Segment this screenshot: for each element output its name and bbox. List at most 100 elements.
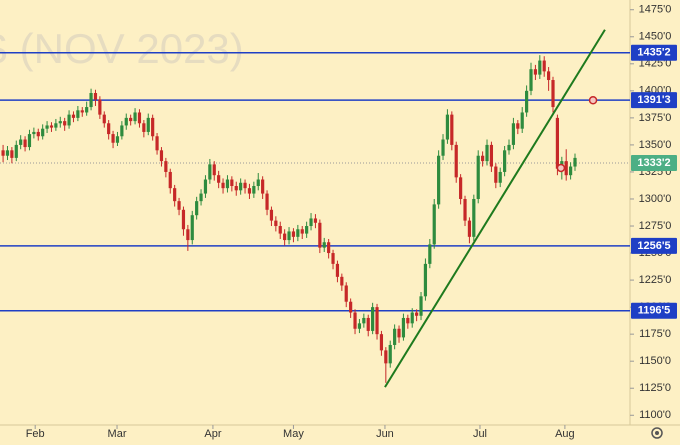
candle-body (120, 125, 124, 137)
candle-body (318, 222, 322, 248)
candle-body (503, 150, 507, 172)
candle-body (195, 201, 199, 216)
candle-body (252, 186, 256, 194)
candle-body (164, 161, 168, 172)
candle-body (124, 117, 128, 126)
candle-body (36, 131, 40, 137)
candle-body (507, 144, 511, 151)
candle-body (344, 285, 348, 302)
candle-body (256, 179, 260, 187)
candle-body (173, 188, 177, 202)
candle-body (287, 231, 291, 241)
candle-body (450, 114, 454, 145)
candle-body (362, 317, 366, 324)
level-label-box (631, 302, 677, 319)
candle-body (217, 175, 221, 183)
candle-body (529, 69, 533, 91)
candle-body (476, 155, 480, 199)
candle-body (80, 110, 84, 113)
candle-body (225, 179, 230, 189)
x-tick-label: May (283, 428, 304, 440)
y-tick-label: 1375'0 (639, 112, 672, 124)
candle-body (186, 229, 190, 241)
candle-body (14, 144, 18, 158)
candle-body (410, 312, 414, 324)
candle-body (375, 307, 379, 335)
x-tick-label: Aug (555, 428, 575, 440)
candle-body (107, 123, 111, 135)
candle-body (32, 131, 36, 135)
level-label-box (631, 237, 677, 254)
candle-body (76, 110, 80, 118)
marker (588, 95, 598, 105)
candle-body (274, 220, 278, 227)
y-tick-label: 1275'0 (639, 220, 672, 232)
candle-body (327, 242, 331, 254)
candle-body (459, 177, 463, 199)
candle-body (27, 134, 32, 148)
candle-body (551, 80, 555, 108)
candle-body (247, 188, 252, 194)
x-tick-label: Jun (376, 428, 394, 440)
candle-body (331, 253, 335, 264)
candle-body (463, 198, 467, 221)
candle-body (384, 350, 388, 364)
candle-body (89, 93, 93, 108)
candle-body (401, 317, 406, 338)
level-label-box (631, 44, 677, 61)
candle-body (67, 114, 71, 126)
candle-body (102, 114, 106, 124)
candle-body (269, 209, 274, 221)
candle-body (445, 114, 450, 140)
candle-body (573, 157, 577, 167)
trend-line (384, 29, 606, 388)
watermark: S (NOV 2023) (0, 25, 244, 72)
candle-body (366, 317, 370, 331)
candle-body (115, 136, 120, 143)
candle-body (525, 90, 529, 113)
candle-body (283, 233, 287, 241)
level-label: 1196'5 (638, 305, 671, 317)
candle-body (133, 112, 137, 122)
candle-body (419, 296, 423, 316)
x-tick-label: Mar (108, 428, 127, 440)
candle-body (432, 204, 436, 245)
candle-body (212, 164, 216, 176)
x-tick-label: Apr (204, 428, 221, 440)
candle-body (155, 136, 159, 151)
candle-body (230, 179, 234, 187)
candle-body (190, 215, 194, 241)
y-tick-label: 1100'0 (639, 409, 671, 421)
candle-body (19, 139, 23, 145)
candle-body (547, 71, 551, 81)
candle-body (516, 123, 520, 129)
candle-body (63, 121, 67, 126)
level-label: 1391'3 (637, 94, 670, 106)
candle-body (542, 60, 546, 72)
candle-body (129, 117, 133, 122)
level-label-box (631, 92, 677, 109)
candle-body (467, 220, 472, 237)
y-tick-label: 1350'0 (639, 139, 672, 151)
candle-body (564, 161, 568, 176)
candle-body (371, 307, 375, 331)
candle-body (49, 125, 54, 128)
candle-body (296, 229, 300, 237)
candle-body (406, 317, 410, 324)
settings-icon[interactable] (651, 427, 663, 439)
candle-body (437, 155, 441, 205)
candle-body (1, 150, 5, 156)
candle-body (423, 263, 428, 297)
candle-body (54, 123, 58, 128)
candle-body (349, 301, 353, 313)
y-tick-label: 1225'0 (639, 274, 672, 286)
candle-body (305, 226, 309, 234)
candle-body (357, 323, 362, 329)
candle-body (265, 193, 269, 210)
candle-body (239, 182, 243, 191)
candle-body (441, 139, 445, 156)
x-tick-label: Feb (26, 428, 45, 440)
candle-body (340, 276, 344, 286)
candle-body (151, 117, 155, 137)
candle-body (494, 166, 498, 183)
